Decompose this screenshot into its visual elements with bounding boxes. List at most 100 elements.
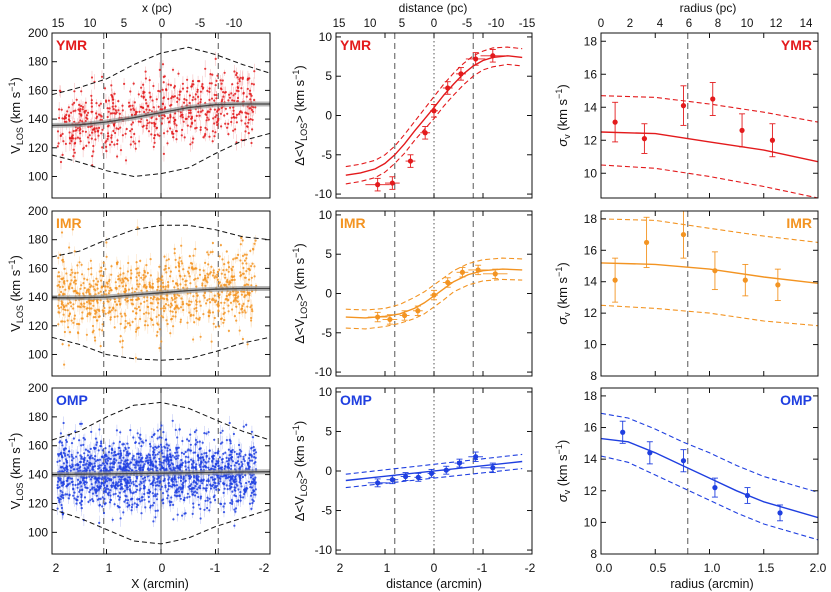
scatter-point [213,93,216,96]
scatter-point [188,303,191,306]
scatter-point [185,117,188,120]
scatter-point [69,301,72,304]
scatter-point [214,115,217,119]
scatter-point [208,98,211,101]
scatter-point [160,122,163,125]
population-label-sigma-imr: IMR [786,215,812,231]
model-mean-vlos-imr [52,287,270,299]
scatter-point [56,130,60,133]
scatter-point [100,440,103,443]
scatter-point [87,290,90,293]
top-axis-title-radius-pc: radius (pc) [680,1,737,15]
scatter-point [101,128,104,131]
scatter-point [134,147,137,150]
scatter-point [83,286,86,290]
scatter-point [114,454,117,457]
scatter-point [192,314,195,317]
scatter-point [83,305,86,308]
scatter-point [91,324,95,328]
scatter-point [185,99,188,102]
scatter-point [221,429,224,432]
scatter-point [137,296,140,300]
y-ticks-sigma-ymr: 10 12 14 16 18 [584,34,818,180]
scatter-point [241,337,244,341]
scatter-point [179,306,183,309]
scatter-point [99,290,102,293]
scatter-point [130,272,133,275]
scatter-point [244,474,247,477]
scatter-point [112,307,115,310]
scatter-point [162,132,166,135]
scatter-point [107,292,110,295]
scatter-point [188,111,191,114]
scatter-point [164,264,167,268]
scatter-point [101,274,104,278]
scatter-point [160,446,163,449]
scatter-point [165,89,168,92]
scatter-point [121,134,124,137]
point-marker [641,136,648,142]
envelope-upper-vlos-ymr [52,46,270,96]
scatter-point [180,260,183,263]
scatter-point [174,129,178,133]
scatter-point [152,323,155,326]
scatter-point [82,436,85,440]
scatter-point [207,118,210,121]
scatter-point [124,287,127,291]
scatter-point [185,468,188,471]
scatter-point [177,264,180,267]
axes-frame-sigma-ymr [600,32,819,199]
data-point-sigma-imr-5 [774,268,781,302]
scatter-point [108,310,111,313]
scatter-point [195,309,198,313]
top-tick-x-pc-m10: -10 [226,18,243,30]
scatter-point [253,456,256,459]
scatter-point [200,461,203,464]
scatter-point [106,480,109,483]
scatter-point [98,497,101,500]
scatter-point [109,494,112,497]
scatter-point [62,462,65,465]
scatter-point [175,282,178,285]
top-tick-dist-pc-15: 15 [333,18,346,30]
scatter-point [71,134,74,137]
scatter-point [148,79,151,82]
scatter-point [134,466,137,469]
scatter-point [214,131,217,134]
point-marker [710,96,716,102]
scatter-point [66,279,69,282]
scatter-point [68,312,72,315]
scatter-point [69,469,72,472]
scatter-point [88,292,91,295]
scatter-point [246,305,249,308]
scatter-point [189,125,192,128]
scatter-point [250,82,253,85]
scatter-point [78,292,81,295]
scatter-point [95,319,98,322]
scatter-point [233,278,236,281]
scatter-point [210,340,213,343]
scatter-point [235,299,238,302]
scatter-point [119,273,122,276]
scatter-point [109,318,112,321]
scatter-point [133,502,136,505]
scatter-point [90,105,93,108]
scatter-point [87,268,90,271]
scatter-point [144,98,147,101]
scatter-point [111,105,114,108]
scatter-point [158,265,161,268]
scatter-point [219,79,222,82]
scatter-point [57,142,60,145]
scatter-point [119,149,123,152]
y-tick-label: 14 [584,100,598,114]
scatter-point [99,102,102,105]
scatter-point [65,304,68,307]
scatter-point [67,344,70,347]
scatter-point [172,136,175,139]
y-axis-label-sigma-imr: σv (km s−1) [554,262,572,324]
scatter-point [228,280,231,283]
scatter-point [139,464,142,467]
scatter-point [88,134,91,137]
scatter-point [220,272,223,275]
